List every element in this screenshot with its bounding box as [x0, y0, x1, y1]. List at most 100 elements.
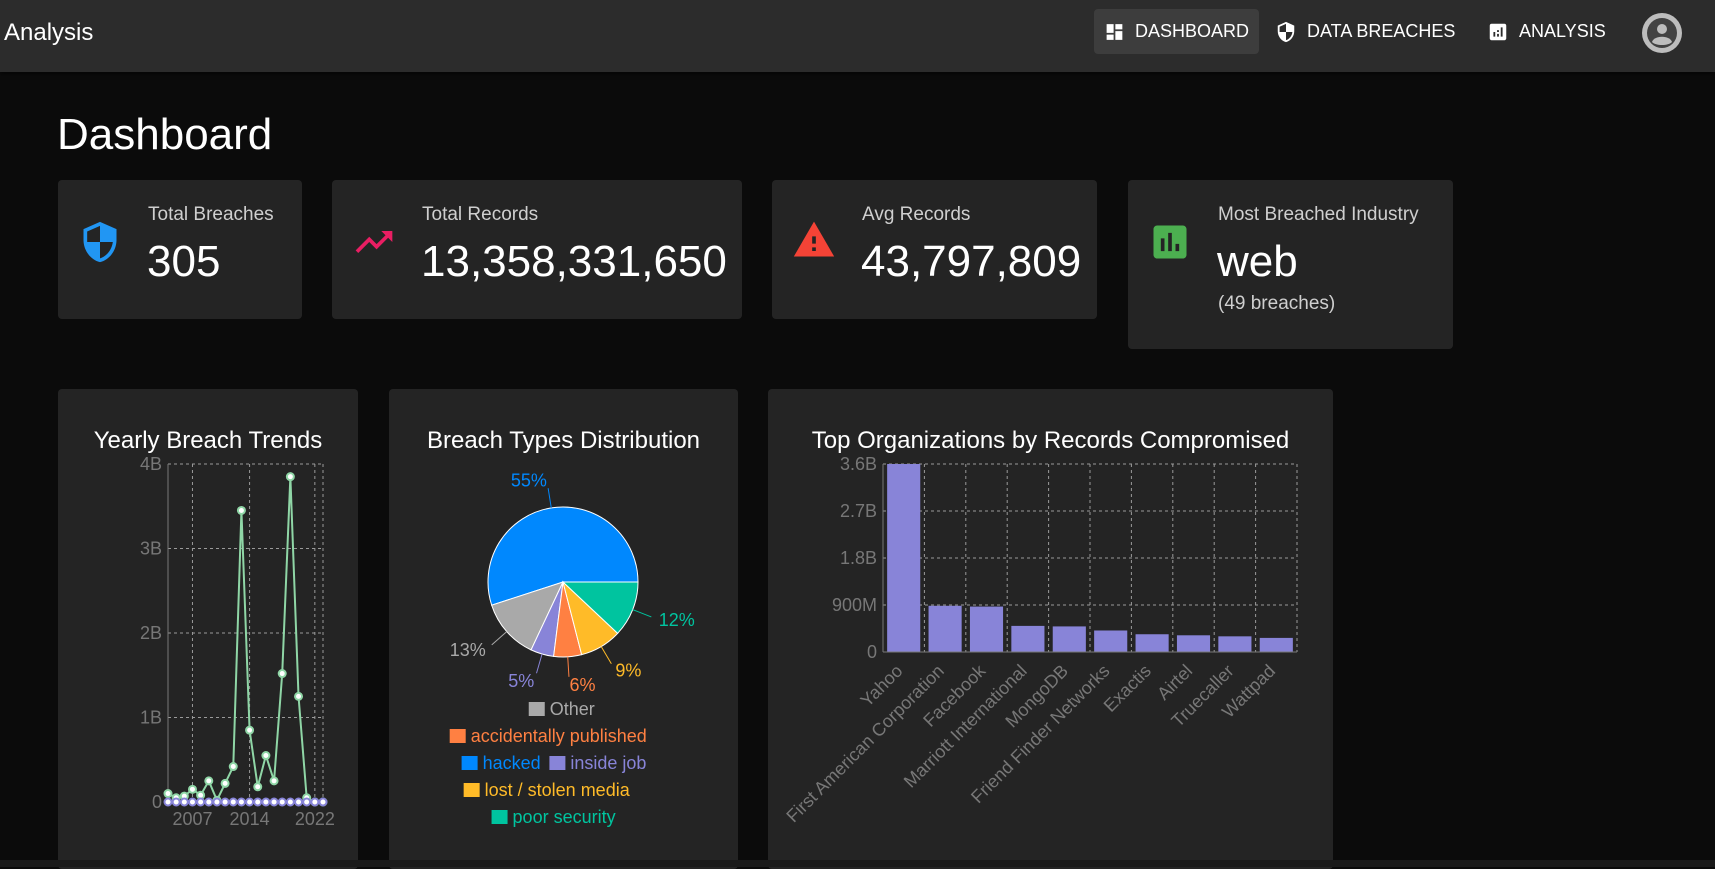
pie-label-line	[600, 646, 612, 665]
series-point-1	[236, 797, 246, 807]
industry-value: web	[1217, 237, 1298, 286]
security-shield-icon	[83, 221, 117, 263]
series-point-1	[253, 797, 263, 807]
series-point-0	[285, 472, 295, 482]
total-breaches-label: Total Breaches	[148, 204, 274, 225]
breach-types-panel: Breach Types Distribution 55% 13% 5% 6% 9% 12…	[389, 389, 738, 869]
bottom-scroll-edge	[0, 860, 1715, 867]
legend-swatch	[528, 702, 545, 716]
x-tick-label: 2022	[295, 809, 335, 829]
yearly-breach-line-chart: 0 1B 2B 3B 4B 2007 2014 2022	[140, 454, 335, 829]
total-records-label: Total Records	[422, 204, 539, 225]
series-point-0	[163, 789, 173, 799]
y-tick-label: 1.8B	[840, 548, 877, 568]
series-point-1	[228, 797, 238, 807]
legend-item: Other	[550, 699, 595, 719]
series-point-0	[277, 669, 287, 679]
yearly-trends-title: Yearly Breach Trends	[93, 427, 323, 454]
legend-swatch	[449, 729, 466, 743]
series-point-1	[163, 797, 173, 807]
series-point-0	[220, 778, 230, 788]
bar-6	[1135, 634, 1169, 652]
series-point-1	[285, 797, 295, 807]
series-point-0	[261, 751, 271, 761]
pie-label-line	[547, 488, 552, 509]
legend-item: accidentally published	[471, 726, 647, 746]
series-point-1	[171, 797, 181, 807]
y-tick-label: 2.7B	[840, 501, 877, 521]
bar-4	[1052, 626, 1086, 652]
y-tick-label: 0	[867, 642, 877, 662]
nav-data-breaches-label: DATA BREACHES	[1307, 21, 1456, 41]
bar-9	[1259, 637, 1293, 652]
bar-3	[1011, 625, 1045, 652]
series-point-1	[261, 797, 271, 807]
series-point-1	[294, 797, 304, 807]
shield-icon	[1277, 21, 1295, 42]
industry-breach-count: (49 breaches)	[1218, 293, 1336, 314]
trending-up-icon	[355, 231, 393, 253]
bar-2	[969, 606, 1004, 652]
total-breaches-value: 305	[147, 237, 221, 286]
stat-card-most-breached-industry: Most Breached Industry web (49 breaches)	[1128, 180, 1453, 349]
series-point-0	[187, 784, 197, 794]
series-point-0	[253, 782, 263, 792]
series-point-0	[294, 691, 304, 701]
page-title: Dashboard	[57, 110, 273, 159]
legend-item: poor security	[513, 807, 616, 827]
yearly-trends-panel: Yearly Breach Trends 0 1B 2B 3B 4B 2007 2014 20…	[58, 389, 358, 869]
total-records-value: 13,358,331,650	[421, 237, 727, 286]
series-point-1	[302, 797, 312, 807]
nav-dashboard-button[interactable]: DASHBOARD	[1094, 9, 1259, 54]
legend-swatch	[491, 810, 508, 824]
industry-label: Most Breached Industry	[1218, 204, 1419, 225]
pie-label-line	[567, 656, 570, 677]
nav-analysis-button[interactable]: ANALYSIS	[1477, 9, 1617, 54]
series-point-0	[245, 725, 255, 735]
top-orgs-title: Top Organizations by Records Compromised	[811, 427, 1290, 454]
nav-data-breaches-button[interactable]: DATA BREACHES	[1265, 9, 1467, 54]
bar-1	[928, 605, 962, 652]
avg-records-label: Avg Records	[862, 204, 971, 225]
series-point-0	[228, 762, 238, 772]
bar-8	[1218, 636, 1252, 652]
breach-types-pie-chart: 55% 13% 5% 6% 9% 12% Other accidentally publish…	[449, 470, 695, 827]
bar-5	[1094, 630, 1128, 652]
bar-0	[887, 464, 921, 652]
x-tick-label: 2007	[172, 809, 212, 829]
dashboard-icon	[1106, 23, 1123, 40]
legend-swatch	[461, 756, 478, 770]
x-tick-label: First American Corporation	[782, 661, 948, 827]
series-point-1	[204, 797, 214, 807]
app-title: Analysis	[4, 19, 94, 46]
series-point-1	[269, 797, 279, 807]
nav-dashboard-label: DASHBOARD	[1134, 21, 1249, 41]
series-point-1	[196, 797, 206, 807]
pie-label: 13%	[450, 640, 486, 660]
series-point-0	[269, 776, 279, 786]
series-point-1	[187, 797, 197, 807]
nav-analysis-label: ANALYSIS	[1519, 21, 1606, 41]
breach-types-title: Breach Types Distribution	[426, 427, 701, 454]
y-tick-label: 3.6B	[840, 454, 877, 474]
series-point-1	[179, 797, 189, 807]
series-point-1	[310, 797, 320, 807]
pie-label: 6%	[569, 675, 595, 695]
pie-label: 5%	[508, 671, 534, 691]
y-tick-label: 900M	[832, 595, 877, 615]
legend-swatch	[549, 756, 566, 770]
stat-card-total-breaches: Total Breaches 305	[58, 180, 302, 319]
pie-label-line	[632, 609, 652, 618]
y-tick-label: 4B	[140, 454, 162, 474]
stat-card-avg-records: Avg Records 43,797,809	[772, 180, 1097, 319]
warning-icon	[793, 221, 835, 257]
pie-label: 55%	[511, 470, 547, 490]
y-tick-label: 3B	[140, 539, 162, 559]
top-orgs-panel: Top Organizations by Records Compromised…	[768, 389, 1333, 869]
series-point-1	[318, 797, 328, 807]
pie-label-line	[491, 631, 508, 646]
series-point-0	[204, 776, 214, 786]
bar-7	[1176, 635, 1211, 652]
analytics-icon	[1489, 23, 1507, 40]
account-avatar-icon[interactable]	[1641, 12, 1683, 54]
